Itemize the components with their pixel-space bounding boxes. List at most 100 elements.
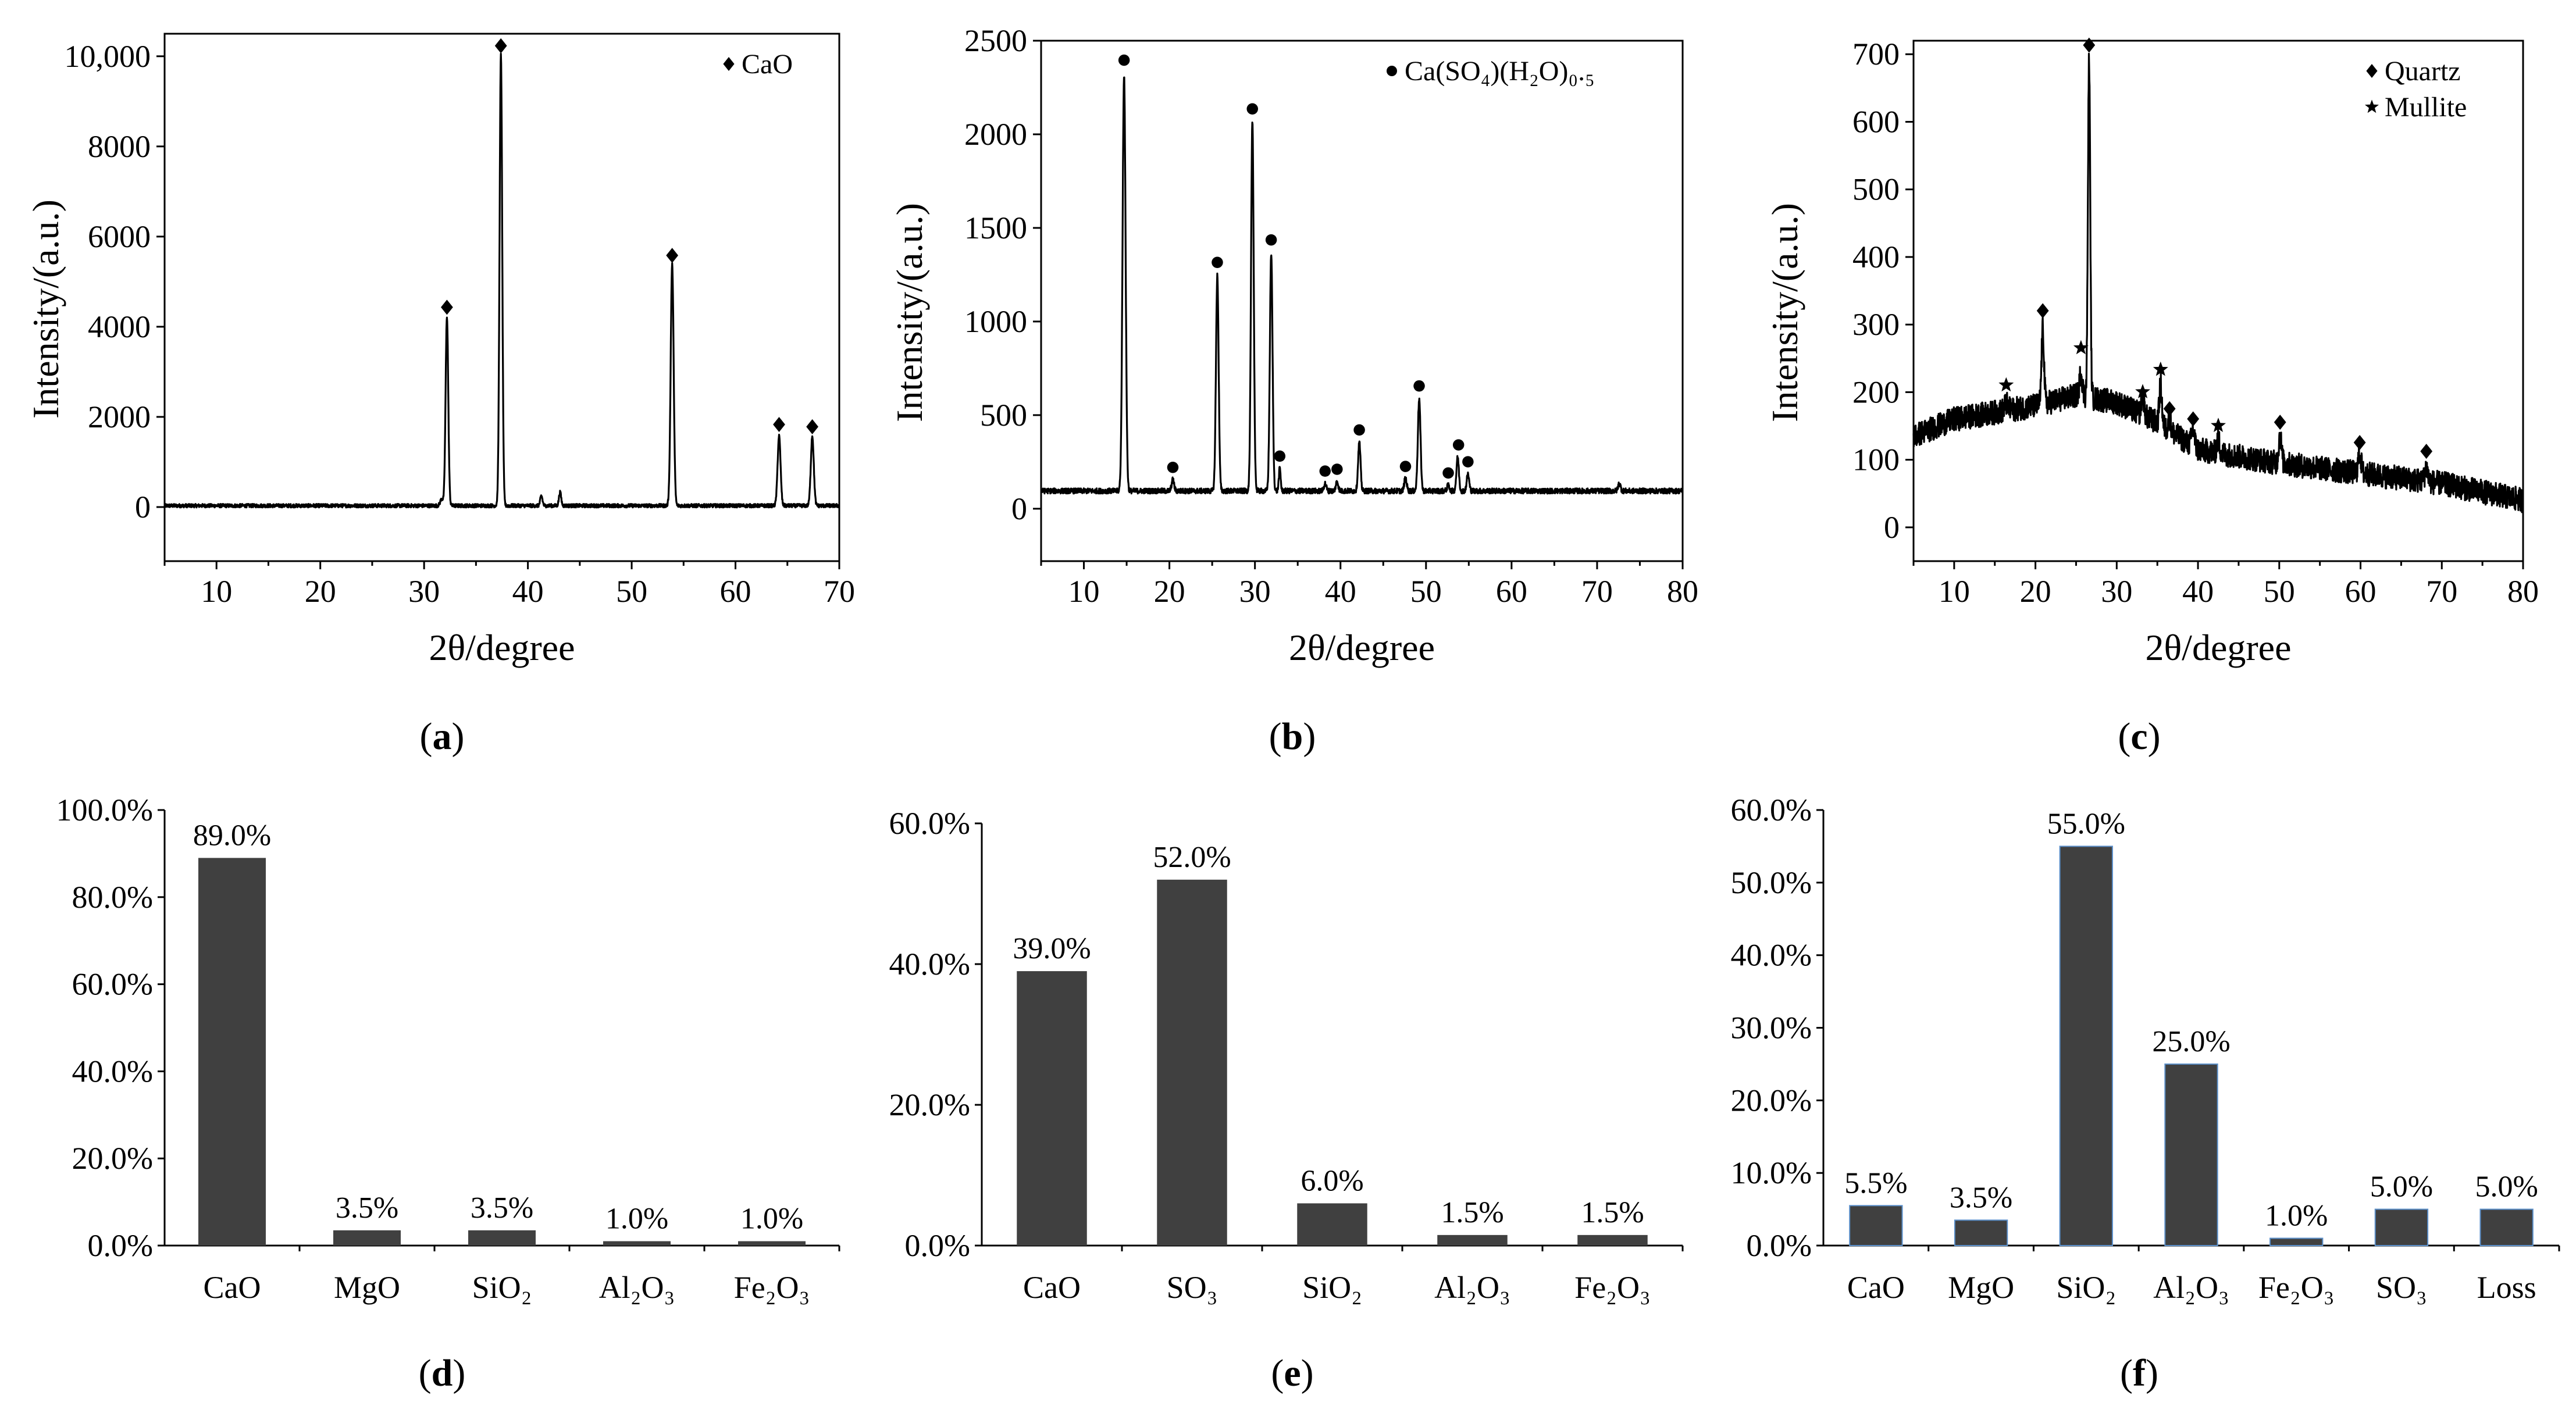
plot-frame xyxy=(163,33,840,562)
panel-label: (f) xyxy=(2120,1352,2158,1394)
y-tick-label: 0 xyxy=(1884,510,1900,545)
bar xyxy=(468,1230,536,1246)
bar xyxy=(1849,1205,1903,1246)
category-label: MgO xyxy=(334,1270,400,1305)
diamond-marker xyxy=(494,38,507,53)
diamond-marker xyxy=(2083,37,2096,53)
bar-value-label: 55.0% xyxy=(2047,807,2125,840)
bar xyxy=(333,1230,401,1246)
circle-marker xyxy=(1353,424,1365,436)
category-label: Al₂O₃ xyxy=(1434,1270,1510,1305)
x-tick-label: 30 xyxy=(1239,574,1271,609)
diamond-marker xyxy=(2163,401,2176,416)
composition-panel-f: 0.0% 10.0% 20.0% 30.0% 40.0% 50.0% 60.0% 5.5% Ca… xyxy=(1731,793,2560,1305)
y-tick-label: 500 xyxy=(980,398,1027,433)
x-tick-label: 30 xyxy=(408,574,440,609)
bar xyxy=(1157,879,1227,1246)
y-tick-label: 80.0% xyxy=(72,880,153,915)
circle-marker xyxy=(1387,66,1397,76)
panel-label: (e) xyxy=(1271,1352,1313,1394)
circle-marker xyxy=(1265,234,1277,246)
legend-label: Mullite xyxy=(2385,92,2467,123)
bar xyxy=(1297,1203,1367,1246)
xrd-panel-c: 10 20 30 40 50 60 70 80 0 100 200 300 400 500 600 700 2θ… xyxy=(1764,37,2539,668)
x-axis-label: 2θ/degree xyxy=(429,627,575,668)
bar xyxy=(738,1241,806,1246)
bar xyxy=(603,1241,671,1246)
bar xyxy=(198,858,266,1246)
bar xyxy=(1954,1219,2008,1247)
bar-value-label: 3.5% xyxy=(336,1191,398,1225)
y-tick-label: 60.0% xyxy=(72,967,153,1002)
x-tick-label: 40 xyxy=(1325,574,1356,609)
y-axis-label: Intensity/(a.u.) xyxy=(889,203,930,422)
xrd-panel-a: 10 20 30 40 50 60 70 0 2000 4000 6000 8000 10,000 2θ/… xyxy=(25,33,855,668)
diamond-marker xyxy=(2274,415,2286,430)
circle-marker xyxy=(1399,461,1412,472)
x-tick-label: 60 xyxy=(720,574,751,609)
category-label: Al₂O₃ xyxy=(2153,1270,2229,1305)
diamond-marker xyxy=(723,57,735,71)
x-axis-label: 2θ/degree xyxy=(1289,627,1435,668)
y-tick-label: 60.0% xyxy=(889,806,970,841)
y-tick-label: 0 xyxy=(1011,491,1027,526)
circle-marker xyxy=(1442,467,1454,479)
x-tick-label: 20 xyxy=(305,574,336,609)
star-marker xyxy=(2211,418,2226,432)
x-tick-label: 80 xyxy=(2507,574,2539,609)
y-tick-label: 10.0% xyxy=(1731,1155,1812,1190)
x-tick-label: 60 xyxy=(1496,574,1527,609)
circle-marker xyxy=(1452,439,1465,451)
panel-label: (d) xyxy=(419,1352,466,1394)
category-label: Al₂O₃ xyxy=(599,1270,675,1305)
bar xyxy=(1017,971,1087,1246)
x-tick-label: 20 xyxy=(2020,574,2051,609)
diffraction-trace xyxy=(1912,52,2524,513)
circle-marker xyxy=(1274,450,1286,462)
x-tick-label: 70 xyxy=(824,574,855,609)
category-label: Fe₂O₃ xyxy=(734,1270,810,1305)
bar xyxy=(2374,1208,2429,1246)
y-tick-label: 20.0% xyxy=(1731,1083,1812,1118)
bar-value-label: 5.5% xyxy=(1844,1166,1907,1200)
y-tick-label: 0 xyxy=(135,490,151,525)
x-tick-label: 10 xyxy=(201,574,232,609)
diamond-marker xyxy=(2420,444,2433,459)
y-tick-label: 40.0% xyxy=(72,1054,153,1089)
y-tick-label: 0.0% xyxy=(88,1228,153,1263)
bar-value-label: 39.0% xyxy=(1013,932,1091,965)
y-axis-label: Intensity/(a.u.) xyxy=(1764,203,1805,422)
x-tick-label: 70 xyxy=(2426,574,2457,609)
circle-marker xyxy=(1319,465,1331,477)
x-tick-label: 40 xyxy=(512,574,544,609)
bar-value-label: 1.0% xyxy=(2265,1200,2328,1233)
y-tick-label: 8000 xyxy=(88,129,151,164)
y-tick-label: 300 xyxy=(1852,307,1900,342)
y-tick-label: 500 xyxy=(1852,172,1900,207)
x-tick-label: 20 xyxy=(1154,574,1185,609)
bar xyxy=(2059,845,2113,1246)
circle-marker xyxy=(1413,380,1425,392)
bar xyxy=(1437,1235,1508,1246)
y-tick-label: 0.0% xyxy=(1747,1228,1812,1263)
x-tick-label: 40 xyxy=(2182,574,2214,609)
panel-label: (a) xyxy=(420,715,465,758)
y-tick-label: 40.0% xyxy=(1731,938,1812,973)
diamond-marker xyxy=(2187,411,2200,427)
panel-label: (c) xyxy=(2118,715,2160,758)
x-tick-label: 60 xyxy=(2345,574,2377,609)
bar-value-label: 5.0% xyxy=(2370,1171,2433,1204)
y-tick-label: 1500 xyxy=(964,210,1027,245)
diamond-marker xyxy=(2353,435,2366,451)
bar-value-label: 1.0% xyxy=(605,1203,668,1236)
category-label: MgO xyxy=(1948,1270,2014,1305)
circle-marker xyxy=(1212,256,1223,268)
y-tick-label: 50.0% xyxy=(1731,865,1812,900)
x-tick-label: 10 xyxy=(1068,574,1100,609)
bar-value-label: 3.5% xyxy=(1950,1181,2012,1214)
y-tick-label: 2000 xyxy=(964,117,1027,152)
x-tick-label: 10 xyxy=(1939,574,1970,609)
star-marker xyxy=(2365,99,2379,113)
